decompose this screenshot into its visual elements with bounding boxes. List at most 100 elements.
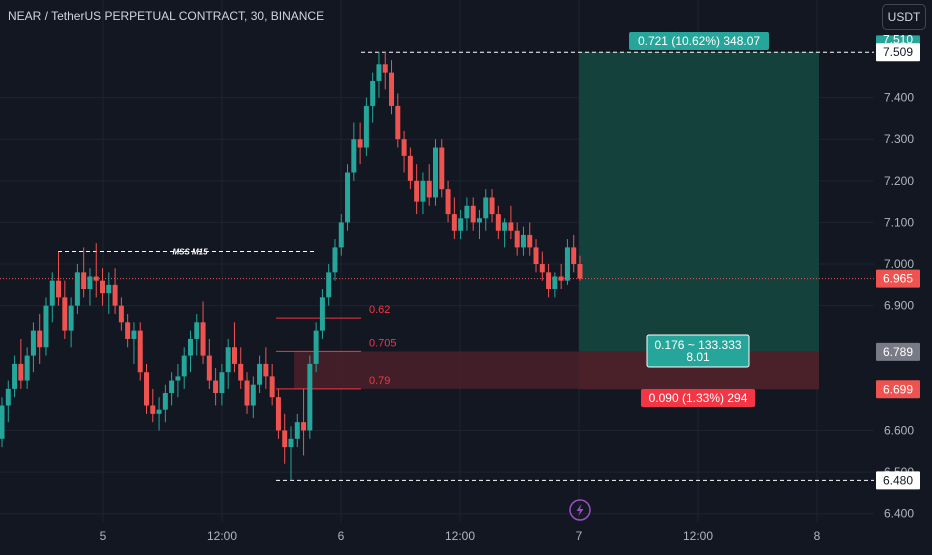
candle-body	[426, 180, 432, 198]
long-position-profit-zone[interactable]	[579, 51, 819, 352]
fib-label: 0.705	[369, 337, 397, 349]
candle-body	[131, 330, 137, 339]
candle-body	[282, 430, 288, 448]
position-labels: 0.721 (10.62%) 348.07 0.176 ~ 133.3338.01…	[629, 32, 769, 407]
candle-body	[495, 214, 501, 231]
candle-body	[458, 218, 464, 231]
target-label: 0.721 (10.62%) 348.07	[629, 32, 769, 50]
candle-body	[24, 355, 30, 381]
candle-body	[250, 384, 256, 406]
candle-body	[489, 197, 495, 215]
target-label-bg	[629, 32, 769, 50]
candle-body	[106, 284, 112, 294]
stop-label-text: 0.090 (1.33%) 294	[649, 391, 748, 405]
candle-body	[231, 347, 237, 364]
candle-body	[514, 230, 520, 248]
fib-label: 0.62	[369, 304, 390, 316]
price-tick-label: 6.900	[884, 299, 914, 313]
candle-body	[577, 264, 583, 279]
price-badge-last: 6.965	[876, 269, 920, 288]
candle-body	[564, 247, 570, 281]
price-axis[interactable]: 7.4007.3007.2007.1007.0006.9006.6006.500…	[874, 0, 932, 550]
candle-body	[137, 330, 143, 373]
candle-body	[156, 409, 162, 414]
currency-button[interactable]: USDT	[882, 4, 926, 30]
candle-body	[269, 376, 275, 398]
candle-body	[439, 147, 445, 190]
candle-body	[144, 372, 149, 406]
price-badge-bg	[876, 471, 920, 490]
candle-body	[571, 247, 577, 265]
candle-body	[225, 347, 231, 373]
candle-body	[527, 234, 533, 248]
fibonacci-retracement[interactable]: 0.62 0.705 0.79	[276, 304, 579, 390]
candle-body	[382, 64, 388, 73]
candle-body	[502, 222, 508, 231]
candle-body	[187, 338, 193, 356]
time-tick-label: 12:00	[683, 529, 713, 543]
target-label-text: 0.721 (10.62%) 348.07	[638, 34, 760, 48]
mss-label: MSS M15	[172, 248, 208, 257]
candle-body	[370, 80, 376, 106]
price-tick-label: 6.600	[884, 423, 914, 437]
candle-body	[294, 422, 300, 439]
candle-body	[12, 363, 18, 389]
candle-body	[5, 388, 11, 406]
lightning-icon[interactable]	[569, 499, 591, 521]
price-tick-label: 7.200	[884, 174, 914, 188]
candle-body	[520, 234, 526, 248]
candle-body	[376, 64, 382, 81]
candle-body	[169, 380, 175, 394]
candle-body	[414, 180, 420, 202]
price-badge-label: 7.510	[883, 32, 913, 46]
candle-body	[194, 322, 200, 339]
candle-body	[74, 272, 80, 306]
price-badge-label: 7.509	[883, 45, 913, 59]
price-tick-label: 6.400	[884, 507, 914, 521]
candle-body	[175, 376, 181, 381]
entry-label-text: 0.176 ~ 133.333	[654, 338, 741, 352]
candle-body	[533, 247, 539, 265]
candle-body	[275, 397, 281, 431]
candle-body	[395, 105, 401, 140]
price-badge-bg	[876, 35, 920, 46]
price-badge-label: 6.789	[883, 345, 913, 359]
price-badge-low: 6.480	[876, 471, 920, 490]
price-badge-entry: 6.789	[876, 342, 920, 361]
candle-body	[476, 218, 482, 223]
candle-body	[62, 297, 68, 331]
candle-body	[68, 305, 74, 331]
price-badge-high: 7.509	[876, 43, 920, 62]
candle-body	[0, 405, 5, 439]
candle-body	[326, 272, 332, 298]
candle-body	[288, 438, 294, 448]
price-badge-label: 6.699	[883, 382, 913, 396]
time-axis[interactable]: 5 12:00 6 12:00 7 12:00 8	[100, 529, 821, 543]
candle-body	[18, 363, 24, 381]
entry-label-text: 8.01	[686, 350, 710, 364]
price-badge-label: 6.480	[883, 473, 913, 487]
candle-body	[351, 139, 357, 173]
candle-body	[508, 222, 514, 231]
time-tick-label: 8	[814, 529, 821, 543]
time-tick-label: 6	[338, 529, 345, 543]
candle-body	[238, 363, 244, 381]
candle-body	[37, 330, 43, 348]
chart-title: NEAR / TetherUS PERPETUAL CONTRACT, 30, …	[8, 9, 324, 23]
candle-body	[451, 214, 457, 231]
price-badge-label: 6.965	[883, 272, 913, 286]
candle-body	[558, 276, 564, 281]
price-tick-label: 7.100	[884, 215, 914, 229]
candle-body	[81, 272, 87, 290]
candle-body	[464, 205, 470, 219]
candle-body	[338, 222, 344, 248]
candle-body	[162, 393, 168, 410]
stop-label: 0.090 (1.33%) 294	[641, 389, 755, 407]
candle-body	[445, 189, 451, 215]
price-tick-label: 7.400	[884, 91, 914, 105]
candle-body	[401, 139, 407, 156]
candle-body	[213, 380, 219, 394]
candle-body	[118, 305, 124, 323]
